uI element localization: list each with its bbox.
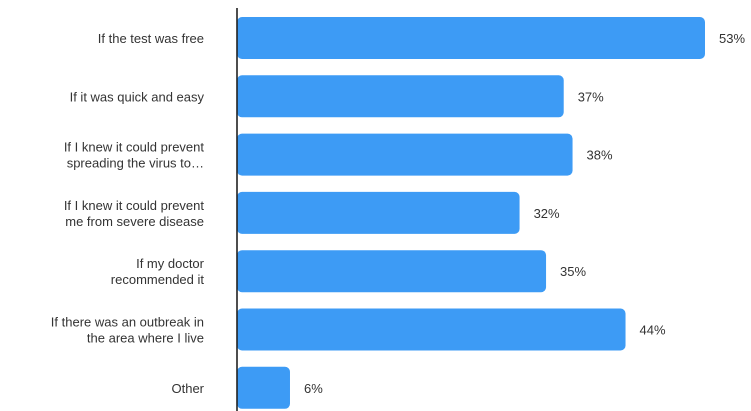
category-label-2: If I knew it could prevent spreading the … — [64, 140, 205, 171]
bar-5 — [237, 308, 626, 351]
category-label-4-line-0: If my doctor — [136, 256, 205, 271]
value-label-0: 53% — [719, 31, 745, 46]
category-label-3-line-1: me from severe disease — [65, 214, 204, 229]
category-label-1: If it was quick and easy — [70, 89, 205, 104]
value-labels-group: 53% 37% 38% 32% 35% 44% 6% — [304, 31, 745, 396]
category-label-4: If my doctor recommended it — [111, 256, 205, 287]
category-label-3: If I knew it could prevent me from severe… — [64, 198, 205, 229]
category-label-3-line-0: If I knew it could prevent — [64, 198, 205, 213]
value-label-4: 35% — [560, 264, 586, 279]
value-label-3: 32% — [534, 206, 560, 221]
bar-2 — [237, 133, 573, 176]
category-label-0: If the test was free — [98, 31, 204, 46]
category-label-6: Other — [171, 381, 204, 396]
value-label-1: 37% — [578, 89, 604, 104]
category-label-4-line-1: recommended it — [111, 272, 205, 287]
bars-group — [237, 17, 705, 409]
category-label-2-line-1: spreading the virus to… — [67, 156, 204, 171]
category-labels-group: If the test was free If it was quick and … — [51, 31, 205, 396]
value-label-2: 38% — [587, 148, 613, 163]
bar-4 — [237, 250, 547, 293]
bar-6 — [237, 366, 290, 409]
category-label-5: If there was an outbreak in the area wher… — [51, 315, 204, 346]
category-label-5-line-1: the area where I live — [87, 331, 204, 346]
category-label-0-line-0: If the test was free — [98, 31, 204, 46]
bar-3 — [237, 191, 520, 234]
value-label-5: 44% — [640, 323, 666, 338]
value-label-6: 6% — [304, 381, 323, 396]
bar-1 — [237, 75, 564, 118]
bar-0 — [237, 17, 705, 59]
category-label-1-line-0: If it was quick and easy — [70, 89, 205, 104]
category-label-6-line-0: Other — [171, 381, 204, 396]
category-label-2-line-0: If I knew it could prevent — [64, 140, 205, 155]
category-label-5-line-0: If there was an outbreak in — [51, 315, 204, 330]
